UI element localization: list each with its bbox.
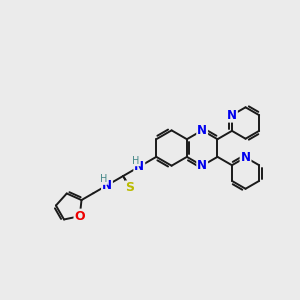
Text: H: H [132,156,140,166]
Text: N: N [102,179,112,192]
Text: O: O [74,210,85,223]
Text: S: S [125,182,134,194]
Text: H: H [100,174,107,184]
Text: N: N [241,151,250,164]
Text: N: N [227,109,237,122]
Text: N: N [134,160,144,173]
Text: N: N [197,159,207,172]
Text: N: N [197,124,207,137]
